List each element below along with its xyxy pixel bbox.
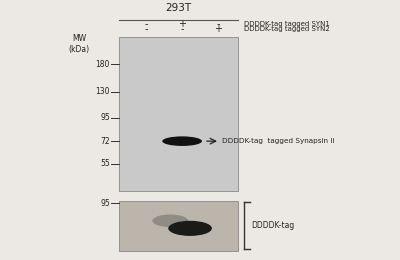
Text: +: +: [214, 24, 222, 34]
Text: 130: 130: [95, 87, 110, 96]
Text: 55: 55: [100, 159, 110, 168]
Text: 95: 95: [100, 199, 110, 208]
Text: +: +: [178, 19, 186, 29]
Text: DDDDK-tag  tagged Synapsin II: DDDDK-tag tagged Synapsin II: [222, 138, 334, 144]
Text: -: -: [145, 24, 148, 34]
Text: 95: 95: [100, 113, 110, 122]
Text: 293T: 293T: [165, 3, 191, 13]
Text: -: -: [145, 19, 148, 29]
Ellipse shape: [152, 214, 188, 227]
Text: DDDDK-tag tagged SYN2: DDDDK-tag tagged SYN2: [244, 26, 330, 32]
Ellipse shape: [162, 136, 202, 146]
Text: -: -: [180, 24, 184, 34]
Text: 72: 72: [100, 137, 110, 146]
Bar: [118, 37, 238, 191]
Text: DDDDK-tag: DDDDK-tag: [252, 221, 295, 230]
Text: DDDDK-tag tagged SYN1: DDDDK-tag tagged SYN1: [244, 21, 330, 27]
Text: MW
(kDa): MW (kDa): [68, 34, 90, 54]
Bar: [118, 201, 238, 251]
Text: -: -: [216, 19, 220, 29]
Text: 180: 180: [96, 60, 110, 69]
Ellipse shape: [168, 221, 212, 236]
